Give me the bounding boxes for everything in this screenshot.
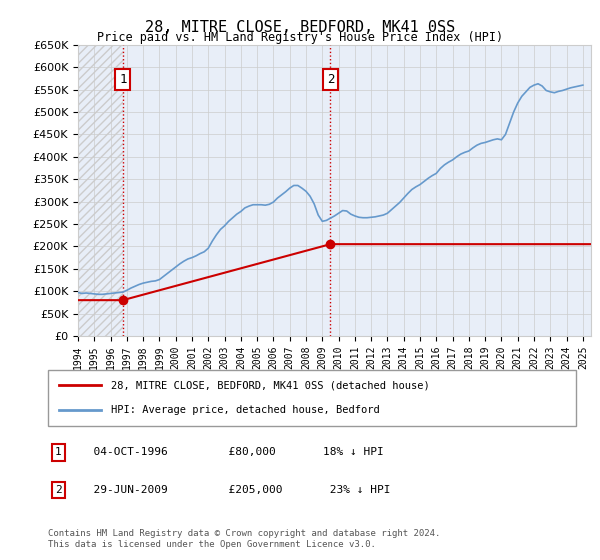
Text: 1: 1 (119, 73, 127, 86)
Text: 2: 2 (326, 73, 334, 86)
Text: 29-JUN-2009         £205,000       23% ↓ HPI: 29-JUN-2009 £205,000 23% ↓ HPI (80, 485, 390, 495)
Text: 04-OCT-1996         £80,000       18% ↓ HPI: 04-OCT-1996 £80,000 18% ↓ HPI (80, 447, 383, 457)
Bar (78, 45, 123, 336)
Bar (78, 45, 123, 336)
Text: 28, MITRE CLOSE, BEDFORD, MK41 0SS: 28, MITRE CLOSE, BEDFORD, MK41 0SS (145, 20, 455, 35)
Text: 2: 2 (55, 485, 62, 495)
FancyBboxPatch shape (48, 370, 576, 426)
Text: HPI: Average price, detached house, Bedford: HPI: Average price, detached house, Bedf… (112, 405, 380, 415)
Text: Contains HM Land Registry data © Crown copyright and database right 2024.
This d: Contains HM Land Registry data © Crown c… (48, 529, 440, 549)
Text: 28, MITRE CLOSE, BEDFORD, MK41 0SS (detached house): 28, MITRE CLOSE, BEDFORD, MK41 0SS (deta… (112, 380, 430, 390)
Text: 1: 1 (55, 447, 62, 457)
Text: Price paid vs. HM Land Registry's House Price Index (HPI): Price paid vs. HM Land Registry's House … (97, 31, 503, 44)
